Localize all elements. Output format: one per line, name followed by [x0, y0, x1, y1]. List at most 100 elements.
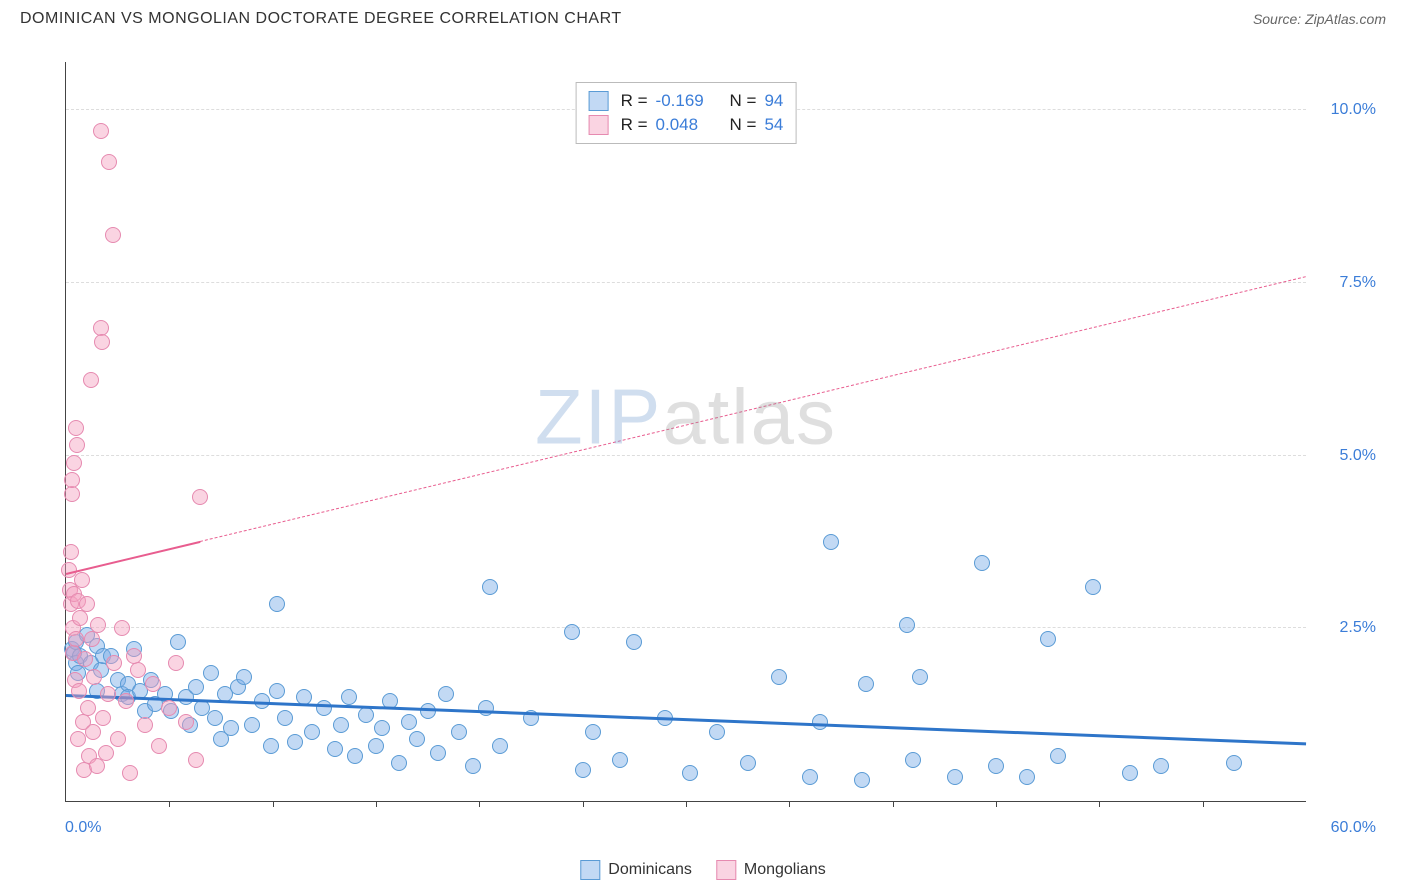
data-point	[368, 738, 384, 754]
data-point	[409, 731, 425, 747]
data-point	[80, 700, 96, 716]
data-point	[1122, 765, 1138, 781]
y-tick-label: 7.5%	[1340, 274, 1376, 292]
data-point	[564, 624, 580, 640]
data-point	[269, 596, 285, 612]
data-point	[823, 534, 839, 550]
data-point	[223, 720, 239, 736]
x-tick	[273, 801, 274, 807]
x-axis-max-label: 60.0%	[1331, 819, 1376, 837]
gridline	[66, 282, 1306, 283]
data-point	[974, 555, 990, 571]
data-point	[401, 714, 417, 730]
data-point	[90, 617, 106, 633]
data-point	[68, 631, 84, 647]
data-point	[74, 572, 90, 588]
data-point	[771, 669, 787, 685]
data-point	[740, 755, 756, 771]
data-point	[912, 669, 928, 685]
x-tick	[169, 801, 170, 807]
plot-area: ZIPatlas R =-0.169N =94R =0.048N =54 2.5…	[65, 62, 1306, 802]
n-value: 94	[764, 91, 783, 111]
data-point	[105, 227, 121, 243]
r-label: R =	[621, 115, 648, 135]
data-point	[145, 676, 161, 692]
data-point	[151, 738, 167, 754]
data-point	[1040, 631, 1056, 647]
data-point	[478, 700, 494, 716]
data-point	[178, 714, 194, 730]
data-point	[207, 710, 223, 726]
data-point	[327, 741, 343, 757]
data-point	[858, 676, 874, 692]
n-label: N =	[730, 91, 757, 111]
data-point	[130, 662, 146, 678]
data-point	[263, 738, 279, 754]
data-point	[812, 714, 828, 730]
data-point	[269, 683, 285, 699]
data-point	[947, 769, 963, 785]
data-point	[899, 617, 915, 633]
legend-item: Dominicans	[580, 860, 692, 880]
data-point	[1153, 758, 1169, 774]
data-point	[71, 683, 87, 699]
legend-stat-row: R =-0.169N =94	[589, 89, 784, 113]
data-point	[482, 579, 498, 595]
data-point	[188, 752, 204, 768]
legend-swatch	[589, 91, 609, 111]
data-point	[79, 596, 95, 612]
gridline	[66, 627, 1306, 628]
data-point	[126, 648, 142, 664]
data-point	[168, 655, 184, 671]
data-point	[100, 686, 116, 702]
x-tick	[893, 801, 894, 807]
legend-item: Mongolians	[716, 860, 826, 880]
chart-container: Doctorate Degree ZIPatlas R =-0.169N =94…	[20, 42, 1386, 842]
data-point	[905, 752, 921, 768]
data-point	[188, 679, 204, 695]
data-point	[83, 372, 99, 388]
trendline-solid	[66, 541, 201, 575]
data-point	[1050, 748, 1066, 764]
data-point	[95, 710, 111, 726]
data-point	[66, 455, 82, 471]
data-point	[341, 689, 357, 705]
header: DOMINICAN VS MONGOLIAN DOCTORATE DEGREE …	[0, 0, 1406, 36]
data-point	[161, 700, 177, 716]
watermark: ZIPatlas	[535, 371, 837, 462]
data-point	[391, 755, 407, 771]
data-point	[451, 724, 467, 740]
data-point	[68, 420, 84, 436]
data-point	[86, 669, 102, 685]
data-point	[347, 748, 363, 764]
data-point	[85, 724, 101, 740]
data-point	[101, 154, 117, 170]
data-point	[203, 665, 219, 681]
n-value: 54	[764, 115, 783, 135]
data-point	[122, 765, 138, 781]
x-tick	[583, 801, 584, 807]
data-point	[72, 610, 88, 626]
data-point	[89, 758, 105, 774]
data-point	[236, 669, 252, 685]
data-point	[465, 758, 481, 774]
data-point	[98, 745, 114, 761]
data-point	[626, 634, 642, 650]
data-point	[106, 655, 122, 671]
source-attribution: Source: ZipAtlas.com	[1253, 11, 1386, 27]
data-point	[244, 717, 260, 733]
legend-swatch	[716, 860, 736, 880]
y-tick-label: 5.0%	[1340, 447, 1376, 465]
data-point	[358, 707, 374, 723]
x-tick	[686, 801, 687, 807]
x-axis-min-label: 0.0%	[65, 819, 101, 837]
legend-label: Mongolians	[744, 861, 826, 879]
legend-swatch	[580, 860, 600, 880]
r-value: 0.048	[656, 115, 714, 135]
data-point	[612, 752, 628, 768]
data-point	[585, 724, 601, 740]
data-point	[682, 765, 698, 781]
data-point	[988, 758, 1004, 774]
data-point	[63, 544, 79, 560]
data-point	[110, 731, 126, 747]
